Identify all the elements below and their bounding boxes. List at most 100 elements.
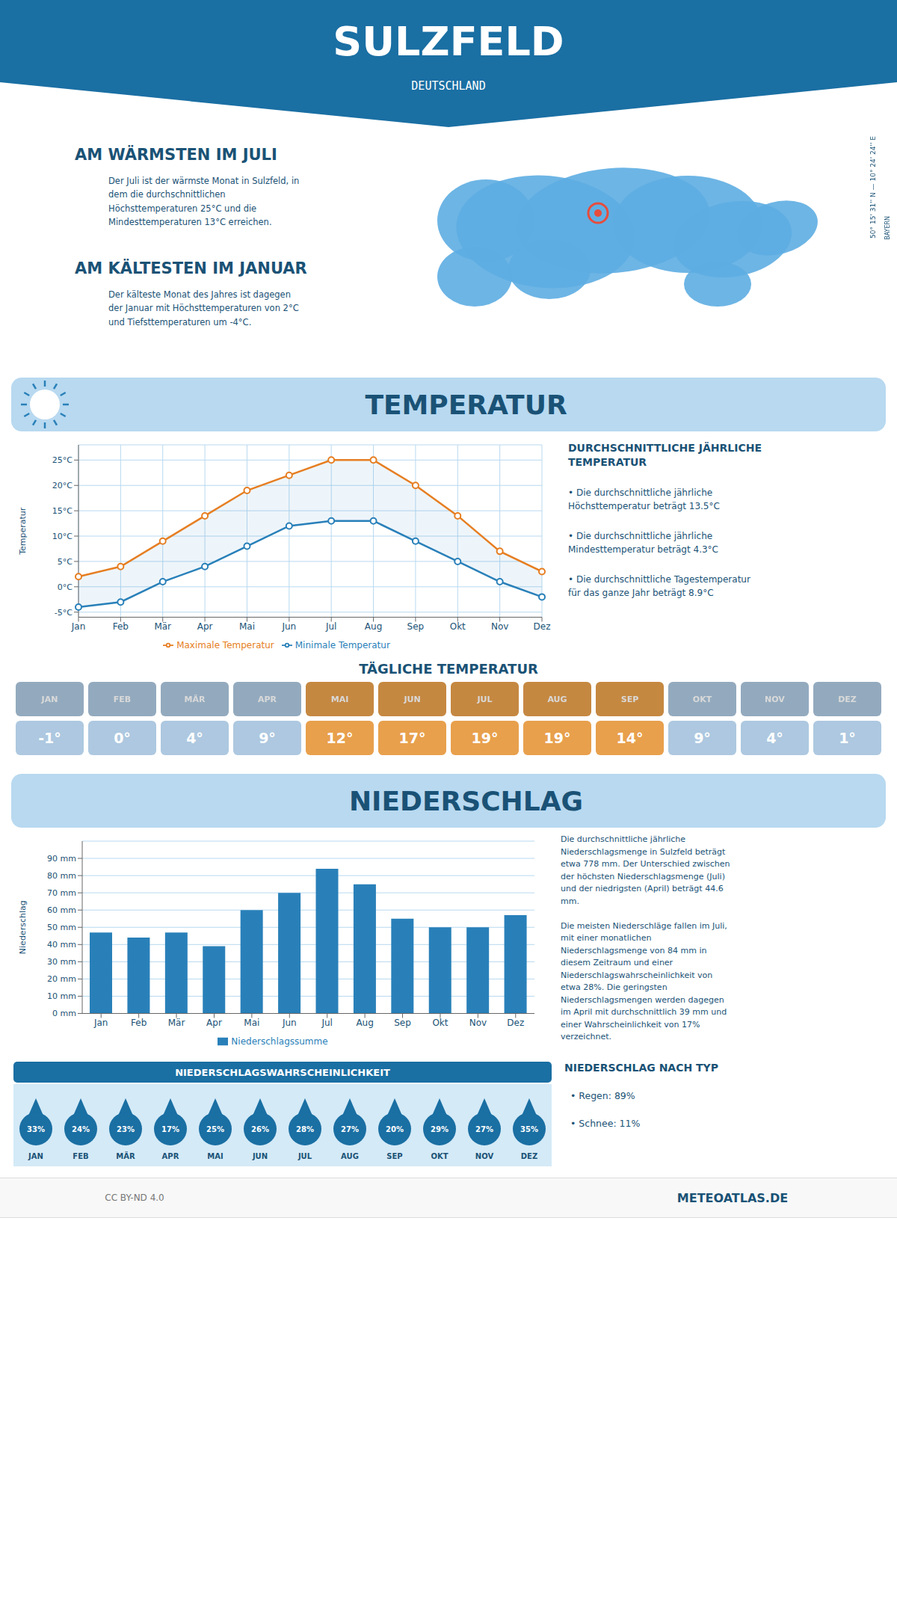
- svg-text:Jul: Jul: [320, 1017, 332, 1028]
- svg-text:23%: 23%: [116, 1124, 135, 1134]
- svg-text:10 mm: 10 mm: [47, 991, 77, 1001]
- svg-text:35%: 35%: [520, 1124, 539, 1134]
- svg-text:90 mm: 90 mm: [47, 853, 77, 864]
- svg-text:Jun: Jun: [281, 1017, 297, 1028]
- svg-text:Aug: Aug: [355, 1017, 374, 1028]
- html-text:AM WÄRMSTEN IM JULI: AM WÄRMSTEN IM JULI: [74, 145, 278, 164]
- svg-text:Apr: Apr: [206, 1017, 223, 1028]
- html-text:Maximale Temperatur: Maximale Temperatur: [176, 639, 275, 650]
- svg-text:APR: APR: [162, 1151, 180, 1161]
- html-text:NIEDERSCHLAG: NIEDERSCHLAG: [349, 785, 584, 816]
- svg-text:Apr: Apr: [197, 621, 214, 632]
- svg-text:20%: 20%: [385, 1124, 404, 1134]
- html-text:NIEDERSCHLAG NACH TYP: NIEDERSCHLAG NACH TYP: [564, 1061, 719, 1074]
- svg-text:JUN: JUN: [251, 1151, 268, 1161]
- svg-text:Nov: Nov: [491, 621, 509, 632]
- html-text:Niederschlagssumme: Niederschlagssumme: [231, 1035, 328, 1047]
- svg-text:30 mm: 30 mm: [47, 956, 77, 967]
- svg-text:FEB: FEB: [72, 1151, 89, 1161]
- svg-text:28%: 28%: [296, 1124, 314, 1134]
- html-text:Der kälteste Monat des Jahres: Der kälteste Monat des Jahres ist dagege…: [108, 289, 299, 328]
- html-text:• Schnee: 11%: • Schnee: 11%: [570, 1117, 641, 1129]
- svg-text:MÄR: MÄR: [115, 1150, 136, 1161]
- svg-text:Okt: Okt: [432, 1017, 448, 1028]
- svg-text:40 mm: 40 mm: [47, 939, 77, 950]
- html-text:METEOATLAS.DE: METEOATLAS.DE: [677, 1190, 789, 1205]
- html-text:• Regen: 89%: • Regen: 89%: [570, 1089, 636, 1102]
- svg-text:JAN: JAN: [27, 1151, 44, 1161]
- svg-text:OKT: OKT: [430, 1151, 448, 1161]
- html-text:19°: 19°: [543, 729, 571, 747]
- svg-text:10°C: 10°C: [52, 531, 73, 542]
- svg-text:Jun: Jun: [281, 621, 297, 632]
- svg-text:29%: 29%: [430, 1124, 449, 1134]
- svg-text:0°C: 0°C: [57, 582, 73, 593]
- html-text:TEMPERATUR: TEMPERATUR: [365, 389, 568, 420]
- html-text:AM KÄLTESTEN IM JANUAR: AM KÄLTESTEN IM JANUAR: [74, 259, 307, 278]
- svg-text:Jul: Jul: [325, 621, 337, 632]
- html-text:9°: 9°: [258, 729, 276, 747]
- svg-text:27%: 27%: [340, 1124, 359, 1134]
- svg-text:20 mm: 20 mm: [47, 973, 77, 984]
- html-text:4°: 4°: [766, 729, 784, 747]
- svg-text:70 mm: 70 mm: [47, 888, 77, 898]
- html-text:17°: 17°: [398, 729, 426, 747]
- svg-text:Mai: Mai: [243, 1017, 260, 1028]
- svg-text:Nov: Nov: [469, 1017, 487, 1028]
- svg-text:5°C: 5°C: [57, 556, 73, 567]
- svg-text:JUL: JUL: [297, 1151, 313, 1161]
- html-text:NIEDERSCHLAGSWAHRSCHEINLICHKEI: NIEDERSCHLAGSWAHRSCHEINLICHKEIT: [174, 1066, 391, 1078]
- svg-text:SULZFELD: SULZFELD: [332, 17, 564, 66]
- svg-text:Mai: Mai: [239, 621, 255, 632]
- svg-text:Sep: Sep: [393, 1017, 412, 1028]
- svg-text:26%: 26%: [251, 1124, 270, 1134]
- html-text:• Die durchschnittliche jährli: • Die durchschnittliche jährliche Höchst…: [568, 487, 720, 512]
- svg-text:Dez: Dez: [533, 621, 551, 632]
- svg-text:17%: 17%: [161, 1124, 180, 1134]
- svg-text:80 mm: 80 mm: [47, 870, 77, 881]
- svg-text:SEP: SEP: [386, 1151, 403, 1161]
- svg-text:27%: 27%: [475, 1124, 494, 1134]
- svg-text:25%: 25%: [206, 1124, 225, 1134]
- html-text:Der Juli ist der wärmste Monat: Der Juli ist der wärmste Monat in Sulzfe…: [108, 175, 300, 228]
- svg-text:DEZ: DEZ: [521, 1151, 538, 1161]
- svg-text:Temperatur: Temperatur: [17, 506, 28, 556]
- html-text:DURCHSCHNITTLICHE JÄHRLICHE TE: DURCHSCHNITTLICHE JÄHRLICHE TEMPERATUR: [568, 441, 762, 468]
- svg-text:Jan: Jan: [93, 1017, 109, 1028]
- svg-text:NOV: NOV: [475, 1151, 495, 1161]
- svg-text:50 mm: 50 mm: [47, 922, 77, 933]
- html-text:• Die durchschnittliche Tagest: • Die durchschnittliche Tagestemperatur …: [568, 573, 751, 598]
- html-text:19°: 19°: [471, 729, 499, 747]
- html-text:12°: 12°: [326, 729, 354, 747]
- svg-text:0 mm: 0 mm: [52, 1008, 77, 1019]
- svg-text:Feb: Feb: [130, 1017, 147, 1028]
- html-text:TÄGLICHE TEMPERATUR: TÄGLICHE TEMPERATUR: [358, 660, 539, 677]
- svg-text:Mär: Mär: [168, 1017, 186, 1028]
- svg-text:Dez: Dez: [506, 1017, 524, 1028]
- svg-text:Mär: Mär: [153, 621, 172, 632]
- svg-text:AUG: AUG: [340, 1151, 359, 1161]
- html-text:0°: 0°: [113, 729, 131, 747]
- svg-text:Jan: Jan: [71, 621, 86, 632]
- html-text:1°: 1°: [838, 729, 856, 747]
- html-text:4°: 4°: [186, 729, 204, 747]
- svg-text:60 mm: 60 mm: [47, 905, 77, 915]
- html-text:Die durchschnittliche jährlich: Die durchschnittliche jährliche Niedersc…: [560, 834, 730, 1042]
- svg-text:Aug: Aug: [364, 621, 382, 632]
- html-text:-1°: -1°: [38, 729, 62, 747]
- html-text:14°: 14°: [616, 729, 644, 747]
- svg-text:Niederschlag: Niederschlag: [17, 899, 28, 954]
- svg-text:15°C: 15°C: [52, 506, 73, 516]
- svg-text:Okt: Okt: [449, 621, 466, 632]
- svg-text:DEUTSCHLAND: DEUTSCHLAND: [411, 79, 486, 93]
- svg-text:Sep: Sep: [407, 621, 425, 632]
- html-text:9°: 9°: [693, 729, 711, 747]
- svg-text:Feb: Feb: [112, 621, 129, 632]
- svg-text:-5°C: -5°C: [54, 607, 73, 618]
- svg-text:25°C: 25°C: [52, 455, 73, 465]
- svg-text:24%: 24%: [71, 1124, 90, 1134]
- html-text:• Die durchschnittliche jährli: • Die durchschnittliche jährliche Mindes…: [568, 530, 719, 555]
- svg-text:MAI: MAI: [207, 1151, 223, 1161]
- svg-text:20°C: 20°C: [52, 480, 73, 491]
- svg-text:33%: 33%: [26, 1124, 45, 1134]
